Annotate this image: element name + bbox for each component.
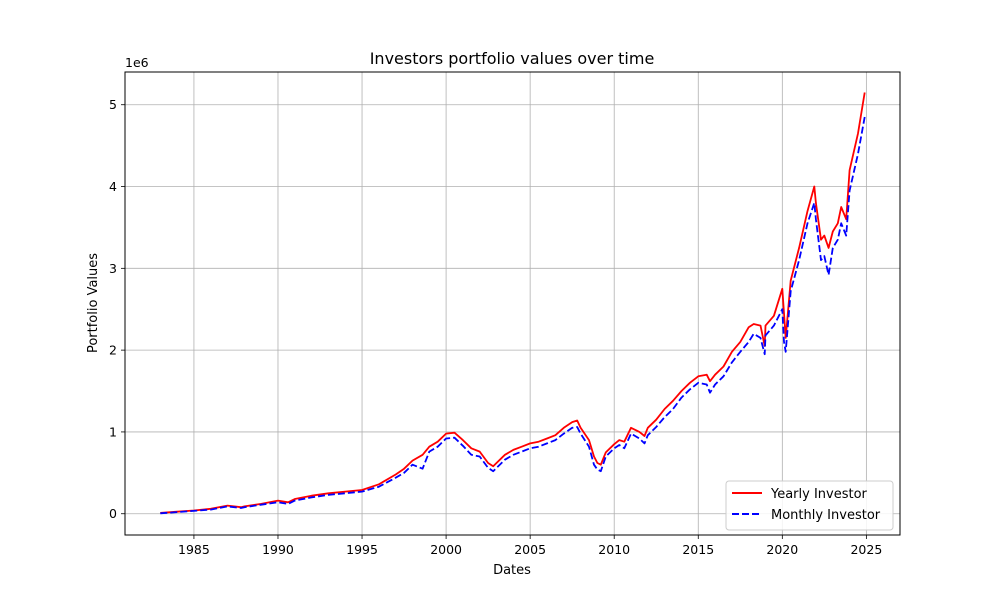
y-axis-offset-label: 1e6: [125, 55, 149, 70]
y-axis-ticks: 0 1 2 3 4 5: [109, 97, 125, 521]
chart-title: Investors portfolio values over time: [370, 49, 655, 68]
plot-frame: [124, 71, 901, 536]
y-tick-label: 4: [109, 179, 117, 194]
x-tick-label: 2000: [430, 542, 462, 557]
legend-box: [725, 480, 894, 531]
series-lines: [160, 92, 866, 515]
y-tick-label: 3: [109, 261, 117, 276]
y-tick-label: 2: [109, 343, 117, 358]
x-axis-label: Dates: [493, 563, 531, 578]
legend-label-yearly: Yearly Investor: [770, 487, 868, 502]
x-tick-label: 2020: [766, 542, 798, 557]
monthly-investor-line: [160, 116, 866, 515]
x-axis-ticks: 1985 1990 1995 2000 2005 2010 2015 2020 2025: [178, 535, 882, 557]
x-tick-label: 2005: [514, 542, 546, 557]
y-tick-label: 0: [109, 506, 117, 521]
yearly-investor-line: [160, 92, 866, 514]
x-tick-label: 1990: [262, 542, 294, 557]
y-tick-label: 1: [109, 424, 117, 439]
y-axis-label: Portfolio Values: [86, 253, 101, 353]
y-tick-label: 5: [109, 97, 117, 112]
x-tick-label: 2025: [850, 542, 882, 557]
legend: Yearly Investor Monthly Investor: [725, 480, 894, 531]
x-tick-label: 1985: [178, 542, 210, 557]
x-tick-label: 2015: [682, 542, 714, 557]
legend-label-monthly: Monthly Investor: [771, 508, 881, 523]
x-tick-label: 1995: [346, 542, 378, 557]
x-tick-label: 2010: [598, 542, 630, 557]
